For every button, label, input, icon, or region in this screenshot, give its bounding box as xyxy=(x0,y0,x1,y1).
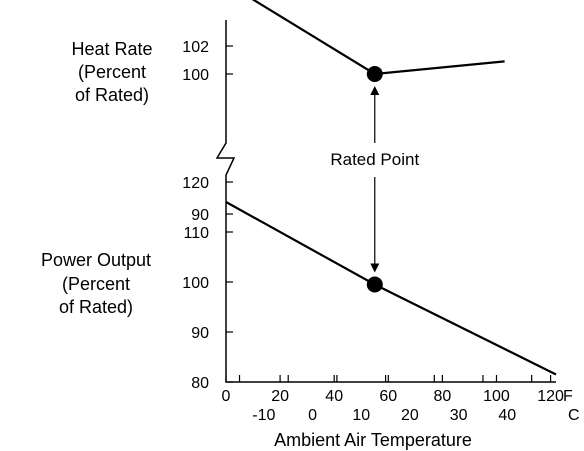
f-tick-label: 120 xyxy=(537,388,564,405)
f-tick-label: 0 xyxy=(222,388,231,405)
annotation-arrow-up-head xyxy=(370,86,380,95)
heat-rate-ylabel-line-1: Heat Rate xyxy=(71,39,152,59)
power-output-ylabel-line-2: (Percent xyxy=(62,274,130,294)
annotation-arrow-down-head xyxy=(370,263,380,273)
power-output-ylabel-line-3: of Rated) xyxy=(59,297,133,317)
heat-rate-line xyxy=(251,0,505,76)
power-output-line xyxy=(225,201,557,376)
heat-rate-tick-label: 90 xyxy=(191,207,209,224)
power-output-tick-label: 80 xyxy=(191,375,209,392)
c-tick-label: 40 xyxy=(498,407,516,424)
x-axis-label: Ambient Air Temperature xyxy=(274,430,472,450)
annotation-label-background xyxy=(320,147,432,173)
heat-rate-ylabel: Heat Rate (Percent of Rated) xyxy=(71,39,152,105)
annotation-label: Rated Point xyxy=(330,150,419,169)
f-tick-label: 60 xyxy=(379,388,397,405)
axis-line-with-break xyxy=(215,20,556,383)
heat-rate-ylabel-line-2: (Percent xyxy=(78,62,146,82)
power-output-tick-label: 90 xyxy=(191,325,209,342)
heat-rate-rated-point-marker xyxy=(366,66,383,82)
c-unit-label: C xyxy=(568,407,580,424)
axes xyxy=(215,20,556,383)
power-output-ylabel: Power Output (Percent of Rated) xyxy=(41,250,151,317)
series xyxy=(225,0,557,376)
c-tick-label: 30 xyxy=(450,407,468,424)
power-output-ylabel-line-1: Power Output xyxy=(41,250,151,270)
heat-rate-tick-label: 100 xyxy=(182,67,209,84)
f-tick-label: 20 xyxy=(271,388,289,405)
power-output-rated-point-marker xyxy=(366,276,383,293)
c-tick-label: 20 xyxy=(401,407,419,424)
rated-point-annotation: Rated Point xyxy=(320,86,432,273)
power-output-tick-label: 100 xyxy=(182,275,209,292)
heat-rate-tick-label: 102 xyxy=(182,39,209,56)
power-output-tick-label: 110 xyxy=(183,225,209,242)
c-tick-label: -10 xyxy=(252,407,275,424)
f-unit-label: F xyxy=(563,388,573,405)
c-tick-label: 10 xyxy=(352,407,370,424)
power-output-tick-label: 120 xyxy=(182,175,209,192)
f-tick-label: 100 xyxy=(483,388,510,405)
heat-rate-ylabel-line-3: of Rated) xyxy=(75,85,149,105)
f-tick-label: 40 xyxy=(325,388,343,405)
c-tick-label: 0 xyxy=(308,407,317,424)
f-tick-label: 80 xyxy=(433,388,451,405)
